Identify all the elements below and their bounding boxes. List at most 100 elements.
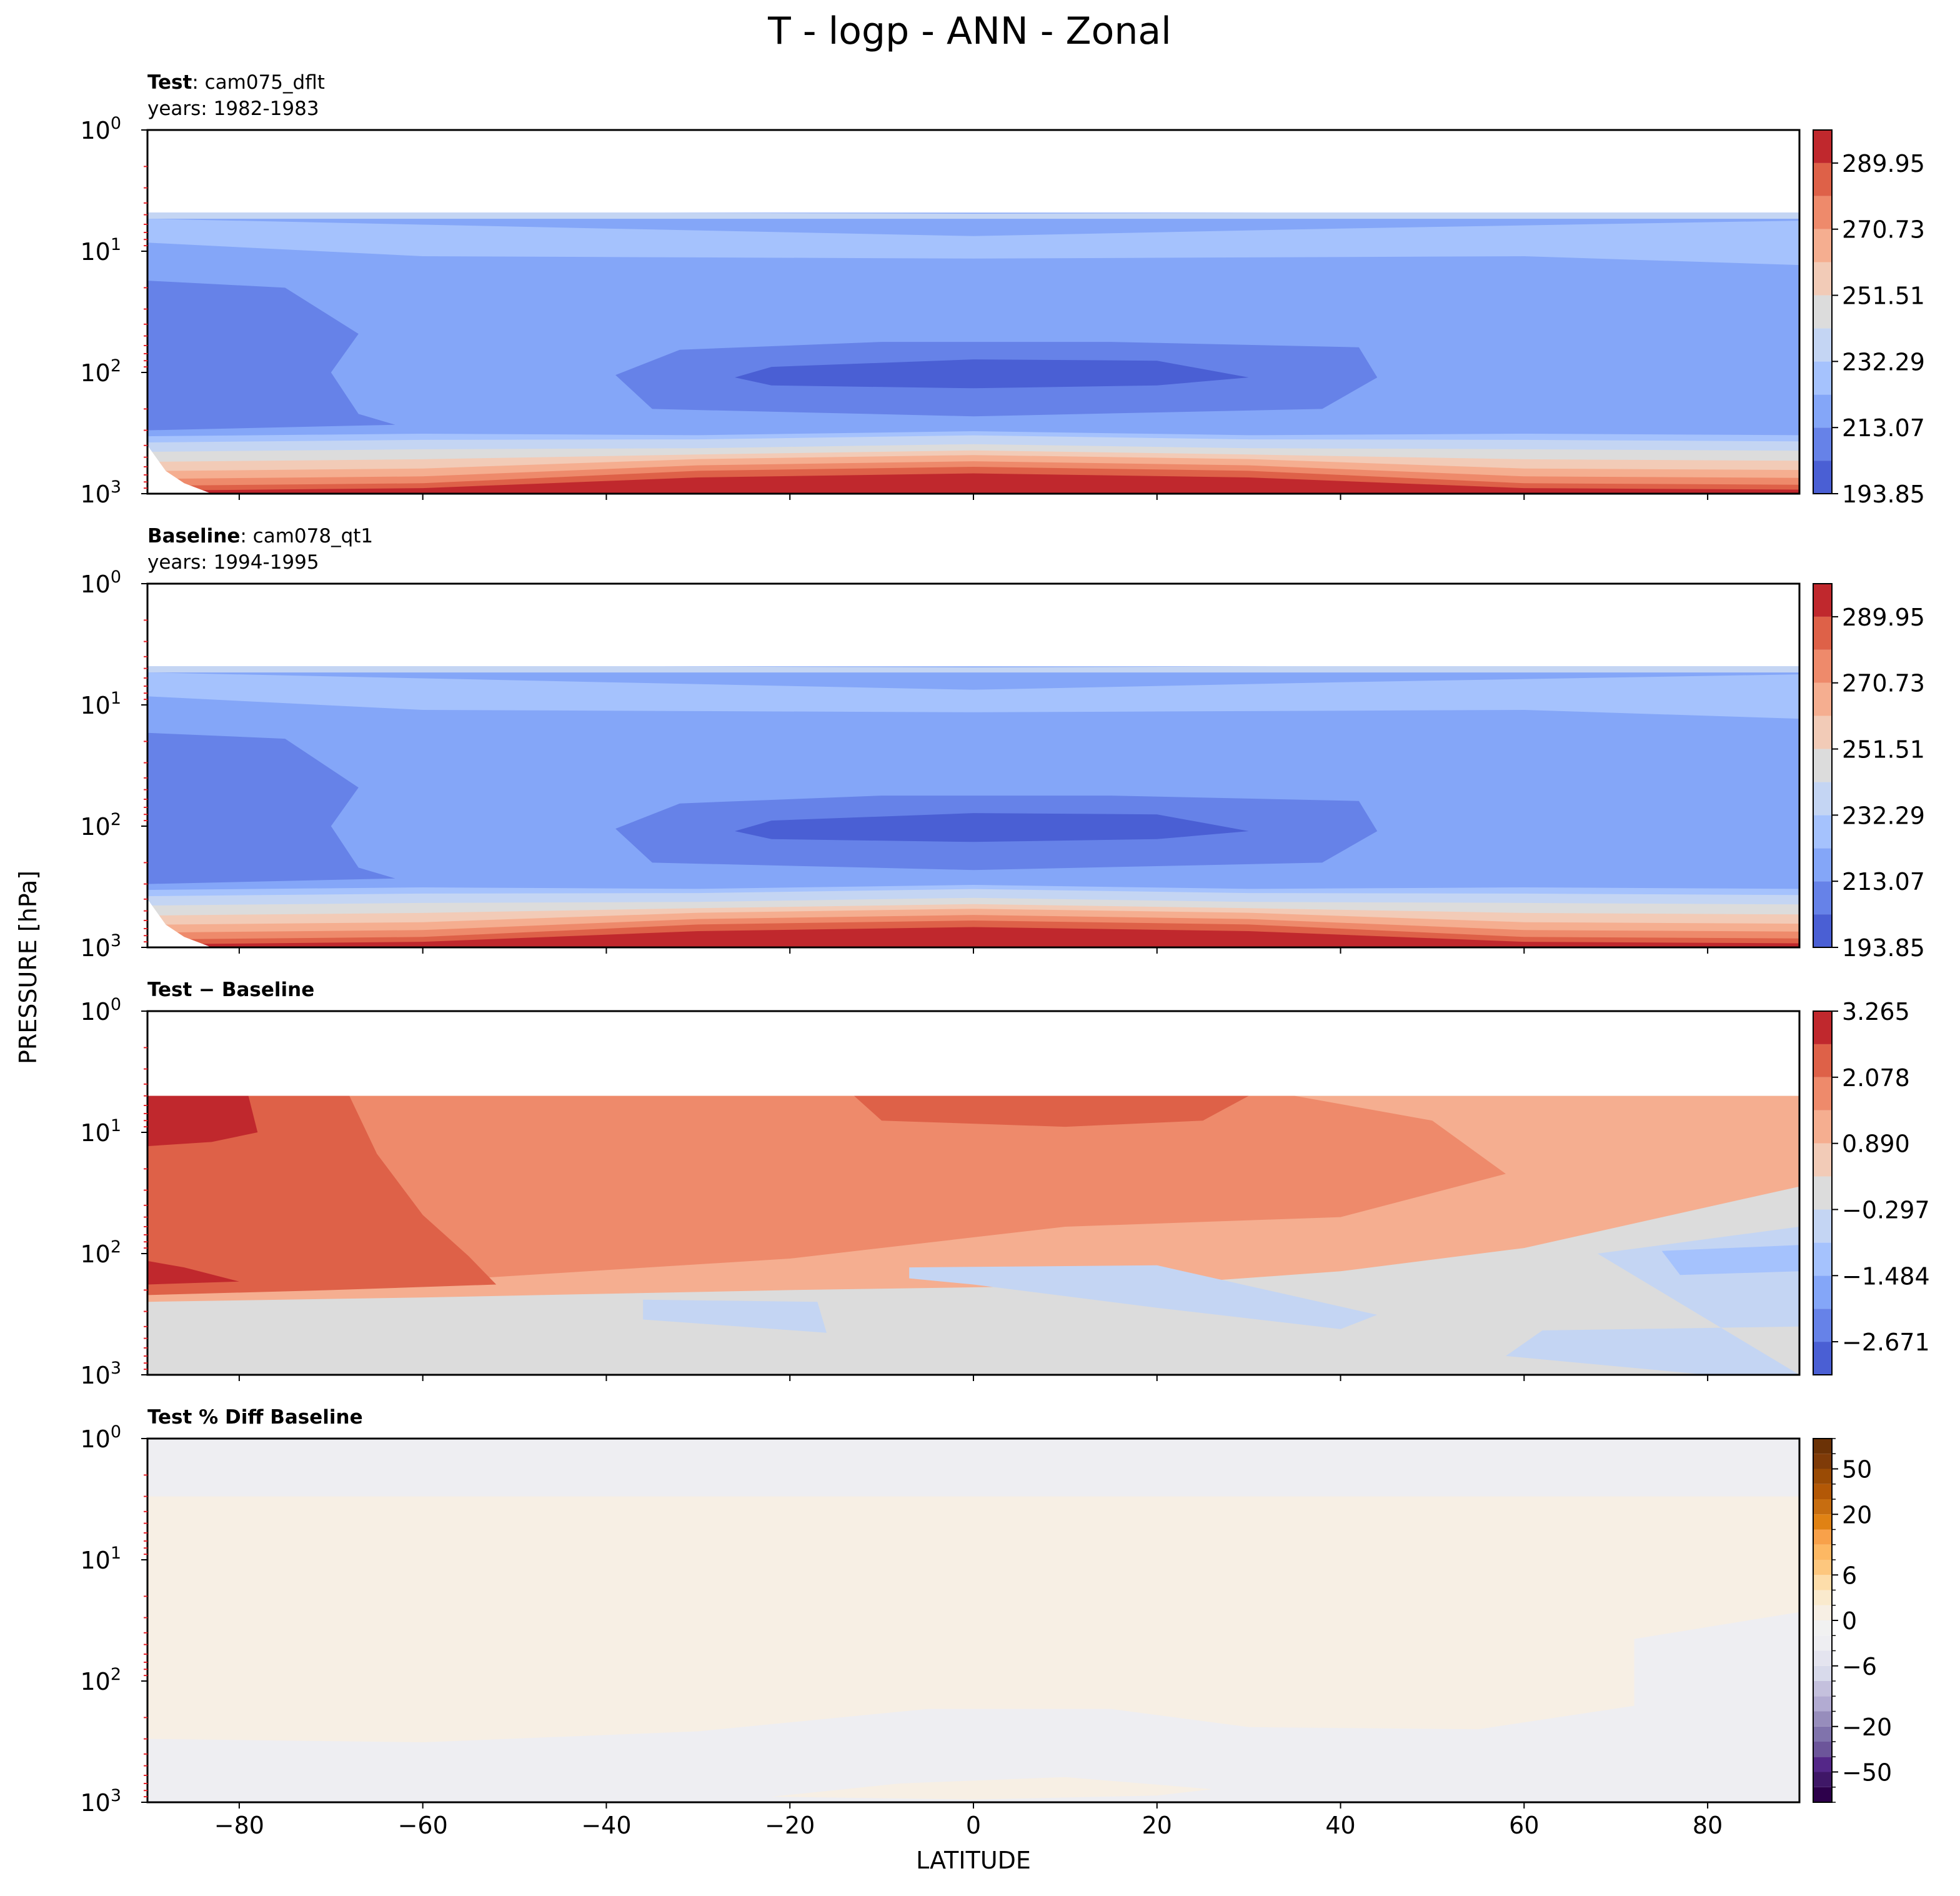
panel-title-bold: Test − Baseline (147, 979, 314, 1001)
colorbar-swatch (1813, 1309, 1832, 1342)
panel-title: Baseline: cam078_qt1 (147, 525, 373, 547)
colorbar-tick-label: −6 (1842, 1653, 1877, 1680)
colorbar-tick-label: 50 (1842, 1456, 1872, 1484)
colorbar-tick-label: 3.265 (1842, 998, 1910, 1025)
colorbar-tick-label: 251.51 (1842, 282, 1925, 310)
colorbar-tick-label: 6 (1842, 1562, 1857, 1589)
colorbar-swatch (1813, 584, 1832, 617)
colorbar-swatch (1813, 229, 1832, 262)
colorbar-swatch (1813, 1529, 1832, 1545)
y-tick-exponent: 0 (111, 995, 121, 1014)
colorbar-swatch (1813, 295, 1832, 329)
colorbar-swatch (1813, 1209, 1832, 1243)
panel-title-bold: Baseline (147, 525, 240, 547)
x-tick-label: −20 (765, 1812, 815, 1839)
y-tick-label: 100 (80, 1422, 121, 1453)
colorbar-swatch (1813, 1726, 1832, 1742)
y-tick-label: 103 (80, 1786, 121, 1817)
contour-band (147, 732, 395, 884)
colorbar-tick-label: 0 (1842, 1607, 1857, 1635)
contour-band (147, 1095, 497, 1295)
colorbar-tick-label: 193.85 (1842, 481, 1925, 508)
y-tick-exponent: 2 (111, 810, 121, 829)
colorbar-tick-label: 232.29 (1842, 802, 1925, 829)
colorbar: 50 20 6 0 −6 −20 −50 (1813, 1438, 1892, 1803)
colorbar-tick-label: 193.85 (1842, 934, 1925, 962)
y-tick-exponent: 3 (111, 931, 121, 950)
colorbar-tick-label: 289.95 (1842, 150, 1925, 177)
colorbar-frame (1813, 129, 1833, 494)
x-tick-label: −60 (398, 1812, 448, 1839)
colorbar-tick-label: −2.671 (1842, 1329, 1930, 1356)
colorbar-swatch (1813, 1499, 1832, 1515)
colorbar-swatch (1813, 262, 1832, 296)
colorbar-tick-label: −0.297 (1842, 1196, 1930, 1224)
colorbar-swatch (1813, 1575, 1832, 1590)
panel-title-rest: : cam078_qt1 (240, 525, 373, 547)
colorbar-swatch (1813, 1560, 1832, 1575)
contour-band (735, 359, 1249, 389)
panel-title-bold: Test (147, 71, 192, 94)
colorbar-swatch (1813, 196, 1832, 229)
panel-subtitle: years: 1982-1983 (147, 97, 319, 120)
colorbar-swatch (1813, 1635, 1832, 1651)
colorbar-swatch (1813, 1681, 1832, 1697)
colorbar-tick-label: 270.73 (1842, 216, 1925, 244)
colorbar-swatch (1813, 1590, 1832, 1605)
colorbar-swatch (1813, 1620, 1832, 1636)
colorbar-tick-label: 289.95 (1842, 604, 1925, 631)
colorbar-swatch (1813, 1011, 1832, 1044)
colorbar-tick-label: 251.51 (1842, 736, 1925, 764)
y-tick-exponent: 0 (111, 567, 121, 587)
colorbar-swatch (1813, 1275, 1832, 1309)
colorbar-swatch (1813, 328, 1832, 362)
y-tick-label: 101 (80, 1116, 121, 1147)
colorbar-swatch (1813, 1544, 1832, 1560)
contour-band (147, 1496, 1799, 1742)
y-tick-label: 100 (80, 567, 121, 598)
panel-title-bold: Test % Diff Baseline (147, 1406, 363, 1429)
panel-title: Test: cam075_dflt (147, 71, 325, 94)
contour-fill (147, 1439, 1799, 1802)
contour-band (771, 1777, 1212, 1800)
colorbar-swatch (1813, 649, 1832, 683)
colorbar-swatch (1813, 1143, 1832, 1177)
x-tick-label: −40 (581, 1812, 631, 1839)
x-tick-label: 40 (1325, 1812, 1355, 1839)
y-tick-label: 103 (80, 931, 121, 962)
y-tick-label: 103 (80, 477, 121, 508)
colorbar-swatch (1813, 1176, 1832, 1210)
y-tick-label: 102 (80, 810, 121, 841)
contour-band (643, 1299, 827, 1333)
contour-band (147, 1095, 258, 1147)
panel-title: Test % Diff Baseline (147, 1406, 363, 1429)
x-tick-label: −80 (214, 1812, 264, 1839)
colorbar-tick-label: 0.890 (1842, 1130, 1910, 1158)
colorbar-tick-label: −1.484 (1842, 1262, 1930, 1290)
y-tick-exponent: 1 (111, 1544, 121, 1563)
y-tick-label: 102 (80, 1665, 121, 1695)
colorbar-tick-label: 232.29 (1842, 348, 1925, 376)
x-axis-label: LATITUDE (916, 1847, 1031, 1874)
y-tick-exponent: 3 (111, 1359, 121, 1378)
y-tick-label: 100 (80, 995, 121, 1025)
colorbar-swatch (1813, 1772, 1832, 1787)
contour-band (147, 899, 212, 947)
colorbar-swatch (1813, 1342, 1832, 1375)
colorbar-swatch (1813, 1696, 1832, 1712)
colorbar-swatch (1813, 1514, 1832, 1530)
x-axis (238, 1375, 1709, 1381)
colorbar-swatch (1813, 1242, 1832, 1276)
colorbar-tick-label: −50 (1842, 1759, 1892, 1787)
colorbar-swatch (1813, 1077, 1832, 1110)
colorbar-swatch (1813, 1665, 1832, 1681)
colorbar-swatch (1813, 1605, 1832, 1620)
x-tick-label: 60 (1509, 1812, 1539, 1839)
colorbar-swatch (1813, 162, 1832, 196)
panel-subtitle: years: 1994-1995 (147, 551, 319, 574)
x-axis (238, 947, 1709, 954)
